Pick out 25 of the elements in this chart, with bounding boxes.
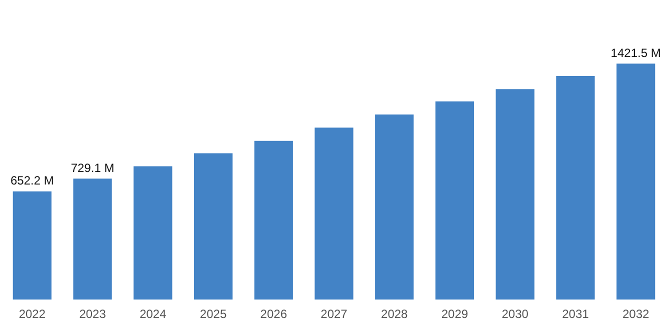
bar xyxy=(496,89,534,300)
bar xyxy=(616,64,656,300)
bar xyxy=(134,166,172,300)
bar xyxy=(375,114,414,300)
bar xyxy=(254,140,293,300)
x-tick-label: 2027 xyxy=(320,307,348,322)
bar xyxy=(194,153,233,300)
data-label: 1421.5 M xyxy=(610,46,661,60)
data-label: 652.2 M xyxy=(10,174,54,188)
x-tick-label: 2026 xyxy=(260,307,288,322)
x-tick-label: 2031 xyxy=(562,307,590,322)
bar xyxy=(314,128,354,300)
bar xyxy=(12,191,52,300)
x-tick-label: 2022 xyxy=(18,307,46,322)
bar xyxy=(556,76,595,300)
x-tick-label: 2030 xyxy=(502,307,529,322)
x-tick-label: 2028 xyxy=(381,307,408,322)
data-label: 729.1 M xyxy=(70,160,114,175)
x-tick-label: 2032 xyxy=(622,307,650,322)
x-tick-label: 2025 xyxy=(200,307,227,322)
x-tick-label: 2024 xyxy=(140,307,167,322)
bar xyxy=(73,178,112,300)
bar xyxy=(435,101,474,300)
x-tick-label: 2029 xyxy=(441,307,468,322)
x-tick-label: 2023 xyxy=(79,307,106,322)
